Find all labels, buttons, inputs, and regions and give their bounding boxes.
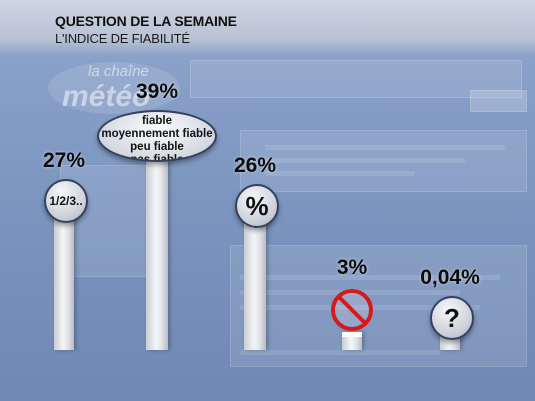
background-panel	[230, 245, 527, 367]
value-label-5: 0,04%	[420, 266, 480, 289]
chart-subtitle: L'INDICE DE FIABILITÉ	[55, 31, 190, 46]
bar-1	[54, 215, 74, 350]
background-panel	[470, 90, 527, 112]
bar-body	[146, 155, 168, 350]
chart-title: QUESTION DE LA SEMAINE	[55, 13, 237, 29]
bar-3	[244, 220, 266, 350]
logo-line2: météo	[62, 80, 150, 113]
bar-2	[146, 155, 168, 350]
bar-top-cap	[342, 332, 362, 337]
pill-line-1: fiable	[141, 115, 173, 127]
percent-icon: %	[235, 184, 279, 228]
prohibited-icon	[331, 289, 373, 331]
background-line	[265, 171, 415, 176]
background-line	[240, 275, 500, 280]
bar-4	[342, 332, 362, 350]
background-panel	[240, 130, 527, 192]
bar-body	[342, 332, 362, 350]
background-panel	[190, 60, 522, 98]
pill-line-2: moyennement fiable	[101, 128, 213, 140]
background-line	[240, 350, 440, 355]
value-label-1: 27%	[42, 149, 86, 172]
number-scale-icon: 1/2/3..	[44, 179, 88, 223]
value-label-4: 3%	[336, 256, 368, 279]
bar-body	[54, 215, 74, 350]
background-line	[265, 145, 505, 150]
channel-logo: la chaîne météo	[48, 62, 180, 114]
background-line	[265, 158, 465, 163]
question-mark-icon: ?	[430, 296, 474, 340]
reliability-words-icon: fiable moyennement fiable peu fiable pas fi…	[97, 110, 217, 162]
pill-line-3: peu fiable	[130, 141, 184, 153]
background-line	[240, 305, 480, 310]
logo-line1: la chaîne	[88, 63, 149, 80]
bar-body	[244, 220, 266, 350]
value-label-2: 39%	[135, 80, 179, 103]
header-bar	[0, 0, 535, 56]
value-label-3: 26%	[233, 154, 277, 177]
pill-line-4: pas fiable	[130, 154, 184, 162]
